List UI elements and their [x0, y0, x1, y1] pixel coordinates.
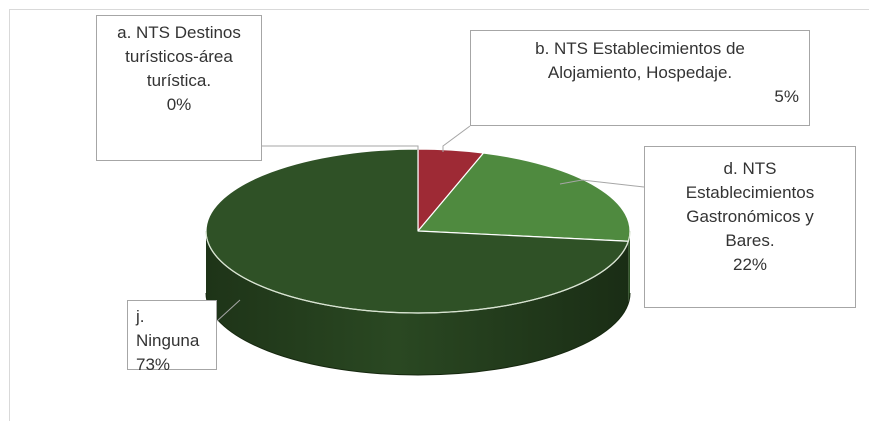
data-label-a-line-1: a. NTS Destinos: [117, 23, 241, 42]
data-label-d-line-3: Gastronómicos y: [686, 207, 814, 226]
pie-side-d: [628, 231, 630, 304]
data-label-d: d. NTS Establecimientos Gastronómicos y …: [644, 146, 856, 308]
data-label-a-line-3: turística.: [146, 71, 212, 90]
data-label-d-line-4: Bares.: [725, 231, 775, 250]
chart-frame: [9, 9, 869, 421]
leader-line-d: [559, 179, 645, 188]
pie-slice-d: [417, 152, 631, 242]
pie-side-j: [206, 231, 629, 376]
data-label-j-line-1: j. Ninguna: [136, 307, 200, 350]
data-label-b-line-1: b. NTS Establecimientos de: [535, 39, 745, 58]
leader-line-j: [216, 299, 241, 322]
pie-top: [205, 148, 631, 314]
data-label-j-pct: 73%: [136, 355, 171, 374]
leader-line-a: [262, 145, 419, 150]
leader-lines: [216, 125, 645, 322]
pie-top-rim: [205, 230, 631, 314]
data-label-a: a. NTS Destinos turísticos-área turístic…: [96, 15, 262, 161]
data-label-b-line-2: Alojamiento, Hospedaje.: [547, 63, 733, 82]
pie-base-rim: [205, 292, 631, 376]
data-label-j: j. Ninguna 73%: [127, 300, 217, 374]
data-label-a-line-2: turísticos-área: [125, 47, 233, 66]
data-label-d-line-2: Establecimientos: [685, 183, 815, 202]
data-label-b-pct: 5%: [774, 87, 799, 106]
data-label-b: b. NTS Establecimientos de Alojamiento, …: [470, 30, 810, 126]
leader-line-b: [442, 125, 471, 152]
data-label-d-line-1: d. NTS: [723, 159, 777, 178]
data-label-a-pct: 0%: [166, 95, 192, 114]
data-label-d-pct: 22%: [732, 255, 768, 274]
pie-depth: [205, 231, 631, 376]
